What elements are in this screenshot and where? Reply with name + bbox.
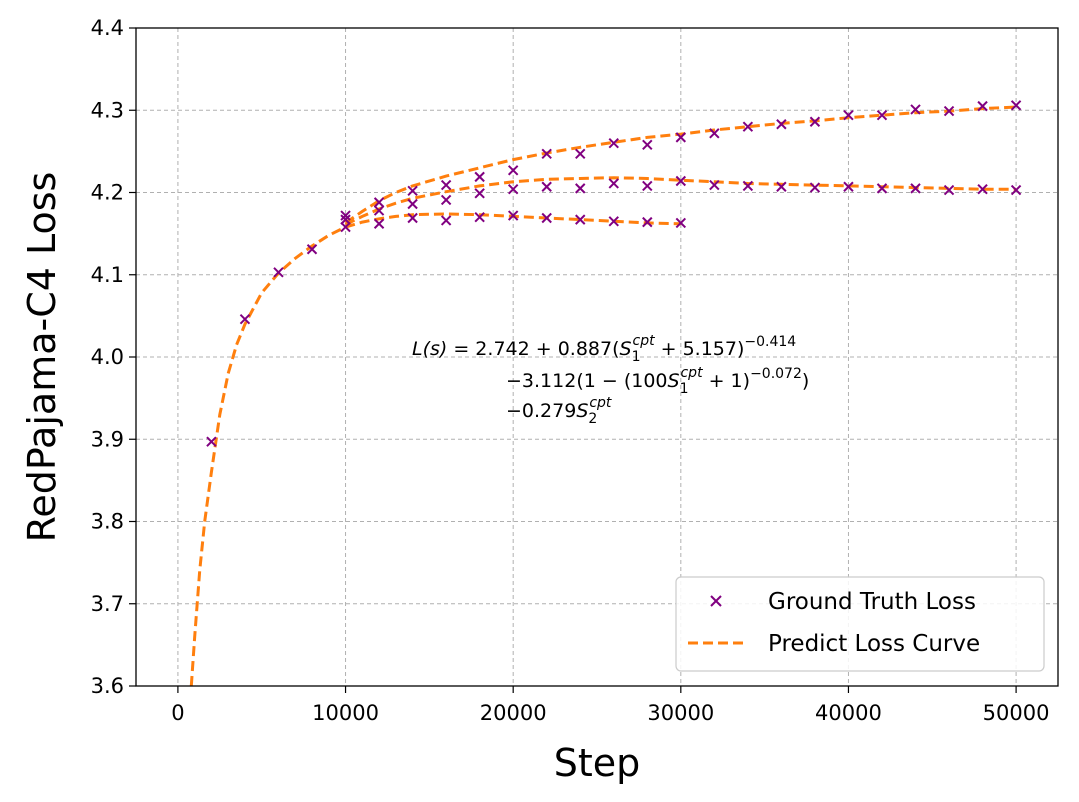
legend-label-ground-truth: Ground Truth Loss (768, 589, 976, 615)
predict-loss-curves (189, 105, 1017, 687)
x-axis-label: Step (554, 741, 641, 785)
x-tick-label: 30000 (647, 701, 714, 725)
data-point (273, 267, 284, 278)
data-point (575, 214, 586, 225)
data-point (407, 212, 418, 224)
y-tick-label: 4.1 (91, 263, 124, 287)
data-point (709, 179, 720, 191)
data-point (642, 180, 653, 192)
data-point (407, 198, 418, 210)
formula-line-1: L(s) = 2.742 + 0.887(S1cpt + 5.157)−0.41… (412, 333, 796, 365)
data-point (373, 218, 385, 229)
data-point (541, 148, 552, 160)
data-point (440, 179, 452, 191)
axis-ticks: 0 10000 20000 30000 40000 50000 3.6 3.7 3.8 3.9 4.… (91, 16, 1050, 725)
data-point (474, 211, 485, 223)
data-point (206, 436, 217, 447)
data-point (608, 216, 619, 227)
predict-curve-3 (189, 212, 681, 687)
data-point (239, 313, 251, 325)
data-point (642, 216, 653, 228)
data-point (843, 181, 854, 192)
data-point (809, 116, 821, 127)
formula-annotation: L(s) = 2.742 + 0.887(S1cpt + 5.157)−0.41… (412, 333, 809, 427)
formula-line-2: −3.112(1 − (100S1cpt + 1)−0.072) (506, 365, 809, 397)
predict-curve-5 (344, 105, 1017, 225)
legend-label-predict-curve: Predict Loss Curve (768, 631, 980, 657)
y-tick-label: 4.3 (91, 98, 124, 122)
y-tick-label: 4.4 (91, 16, 124, 40)
data-point (306, 244, 318, 255)
y-tick-label: 3.9 (91, 427, 124, 451)
data-point (340, 214, 351, 225)
data-point (474, 188, 485, 199)
data-point (407, 185, 418, 197)
x-tick-label: 0 (171, 701, 184, 725)
y-tick-label: 3.8 (91, 510, 124, 534)
data-point (675, 217, 687, 229)
formula-line-3: −0.279S2cpt (506, 395, 612, 427)
data-point (440, 194, 452, 206)
data-point (977, 184, 988, 195)
data-point (776, 119, 787, 130)
data-point (340, 210, 351, 221)
data-point (742, 121, 754, 132)
grid-lines (136, 27, 1058, 687)
data-point (876, 183, 888, 194)
data-point (608, 137, 619, 149)
data-point (642, 139, 653, 151)
data-point (709, 128, 720, 139)
y-axis-label: RedPajama-C4 Loss (20, 172, 64, 543)
y-tick-label: 3.7 (91, 592, 124, 616)
data-point (507, 210, 519, 221)
data-point (373, 205, 385, 216)
data-point (876, 109, 888, 121)
legend-box (675, 576, 1045, 672)
data-point (541, 212, 552, 224)
data-point (575, 148, 586, 160)
predict-curve-4 (344, 176, 1017, 226)
data-point (843, 109, 854, 121)
x-tick-label: 40000 (815, 701, 882, 725)
x-tick-label: 50000 (983, 701, 1050, 725)
data-point (977, 100, 988, 112)
data-point (675, 175, 687, 187)
data-point (440, 215, 452, 226)
data-point (1010, 100, 1022, 111)
x-tick-label: 10000 (312, 701, 379, 725)
data-point (742, 180, 754, 192)
data-point (1010, 184, 1022, 196)
data-point (507, 184, 519, 195)
data-point (809, 182, 821, 193)
legend: Ground Truth Loss Predict Loss Curve (675, 576, 1045, 672)
ground-truth-markers (206, 100, 1022, 447)
y-tick-label: 4.0 (91, 345, 124, 369)
y-tick-label: 4.2 (91, 181, 124, 205)
data-point (910, 183, 921, 194)
data-point (943, 184, 955, 196)
data-point (575, 183, 586, 194)
data-point (474, 171, 485, 183)
legend-marker-icon (710, 595, 722, 607)
data-point (507, 165, 519, 176)
x-tick-label: 20000 (480, 701, 547, 725)
data-point (943, 105, 955, 117)
data-point (608, 178, 619, 189)
data-point (373, 197, 385, 208)
data-point (910, 104, 921, 115)
data-point (675, 132, 687, 143)
y-tick-label: 3.6 (91, 674, 124, 698)
data-point (541, 181, 552, 192)
data-point (776, 181, 787, 192)
